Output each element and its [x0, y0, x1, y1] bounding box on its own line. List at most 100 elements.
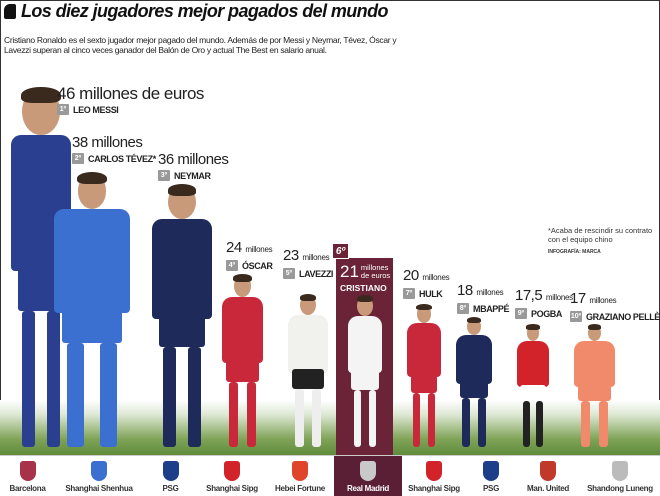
club-name: Shanghai Sipg: [408, 484, 460, 493]
rank-row: 8º MBAPPÉ: [457, 303, 510, 314]
rank-badge: 3º: [158, 170, 170, 181]
player-leg: [228, 381, 239, 447]
salary-value-row: 46 millones de euros: [57, 84, 204, 103]
player-shorts: [410, 374, 438, 394]
rank-row: 2º CARLOS TÉVEZ*: [72, 153, 156, 164]
club-name: Man. United: [526, 484, 570, 493]
salary-value-row: 20 millones: [403, 267, 450, 286]
club-name: Shanghai Shenhua: [65, 484, 133, 493]
player-name: ÓSCAR: [242, 260, 273, 271]
player-leg: [21, 310, 35, 447]
footnote: *Acaba de rescindir su contrato con el e…: [548, 226, 653, 244]
club-name: PSG: [483, 484, 499, 493]
player-leg: [413, 393, 421, 447]
salary-value-row: 24 millones: [226, 240, 273, 258]
player-figure: [402, 304, 446, 447]
player-shorts: [226, 359, 259, 382]
player-shorts: [62, 307, 122, 343]
salary-value-row: 38 millones: [72, 135, 156, 151]
player-figure: [215, 274, 270, 447]
salary-value: 18: [457, 282, 473, 299]
club-item: Man. United: [516, 456, 580, 496]
rank-row: 7º HULK: [403, 288, 449, 299]
player-leg: [522, 400, 530, 447]
club-name: Shandong Luneng: [587, 484, 653, 493]
player-leg: [162, 347, 176, 447]
club-name: Hebei Fortune: [275, 484, 325, 493]
player-label: 36 millones 3º NEYMAR: [158, 151, 229, 181]
player-leg: [312, 389, 321, 447]
salary-value-row: 23 millones: [283, 248, 333, 266]
club-item: PSG: [143, 456, 198, 496]
salary-value: 36: [158, 151, 174, 168]
salary-value-row: 17,5 millones: [515, 288, 573, 306]
salary-unit: millones: [422, 273, 450, 282]
player-leg: [246, 381, 257, 447]
player-hair: [77, 172, 107, 185]
player-shirt: [288, 314, 328, 373]
player-shorts: [578, 384, 611, 401]
club-item: Shanghai Shenhua: [55, 456, 143, 496]
salary-value-row: 36 millones: [158, 151, 229, 168]
cristiano-salary: 21 millones de euros: [340, 262, 391, 282]
player-shirt: [54, 208, 130, 313]
salary-value-row: 18 millones: [457, 283, 509, 301]
player-figure: [450, 317, 498, 447]
player-label: 17 millones 10º GRAZIANO PELLÈ: [570, 291, 660, 322]
rank-badge: 2º: [72, 153, 84, 164]
club-crest-icon: [162, 461, 179, 481]
salary-unit: millones: [589, 296, 617, 305]
rank-badge: 10º: [570, 311, 582, 322]
club-bar: Barcelona Shanghai Shenhua PSG Shanghai Sip…: [0, 455, 660, 496]
salary-unit: millones: [545, 293, 573, 302]
player-hair: [587, 324, 602, 330]
club-crest-icon: [612, 461, 628, 481]
player-shirt: [152, 219, 212, 319]
salary-unit: millones de euros: [79, 84, 204, 103]
club-item: Barcelona: [0, 456, 55, 496]
player-leg: [427, 393, 435, 447]
player-shorts: [351, 369, 379, 390]
player-name: GRAZIANO PELLÈ: [586, 311, 660, 322]
salary-value: 23: [283, 247, 299, 264]
player-label: 38 millones 2º CARLOS TÉVEZ*: [72, 135, 156, 164]
player-leg: [353, 389, 362, 447]
player-shirt: [407, 323, 441, 378]
player-hair: [356, 295, 374, 302]
club-crest-icon: [540, 461, 556, 481]
salary-value: 21: [340, 262, 359, 281]
player-name: HULK: [419, 288, 443, 299]
player-figure: [567, 324, 622, 447]
salary-unit: millones: [91, 134, 143, 151]
player-shirt: [455, 334, 493, 384]
player-hair: [526, 324, 540, 330]
rank-badge: 8º: [457, 303, 469, 314]
player-leg: [67, 342, 84, 447]
club-name: PSG: [162, 484, 179, 493]
player-label: 46 millones de euros 1º LEO MESSI: [57, 84, 204, 115]
player-name: POGBA: [531, 308, 563, 319]
salary-value: 38: [72, 134, 88, 151]
club-crest-icon: [292, 461, 308, 481]
salary-value: 20: [403, 267, 419, 284]
player-figure: [42, 172, 142, 447]
player-name: MBAPPÉ: [473, 303, 510, 314]
player-label: 24 millones 4º ÓSCAR: [226, 240, 273, 271]
club-item: PSG: [466, 456, 516, 496]
salary-value: 17: [570, 290, 586, 307]
player-label: 18 millones 8º MBAPPÉ: [457, 283, 510, 314]
club-crest-icon: [224, 461, 240, 481]
rank-badge: 7º: [403, 288, 415, 299]
page-title: Los diez jugadores mejor pagados del mun…: [21, 1, 388, 21]
player-hair: [167, 184, 197, 196]
player-shirt: [221, 297, 264, 363]
rank-badge: 4º: [226, 260, 238, 271]
player-figure: [143, 184, 221, 447]
player-leg: [462, 397, 471, 447]
player-shorts: [459, 381, 489, 398]
club-crest-icon: [483, 461, 499, 481]
player-shirt: [517, 340, 549, 388]
player-shorts: [158, 313, 206, 348]
player-leg: [536, 400, 544, 447]
salary-unit: millones de euros: [360, 263, 391, 280]
